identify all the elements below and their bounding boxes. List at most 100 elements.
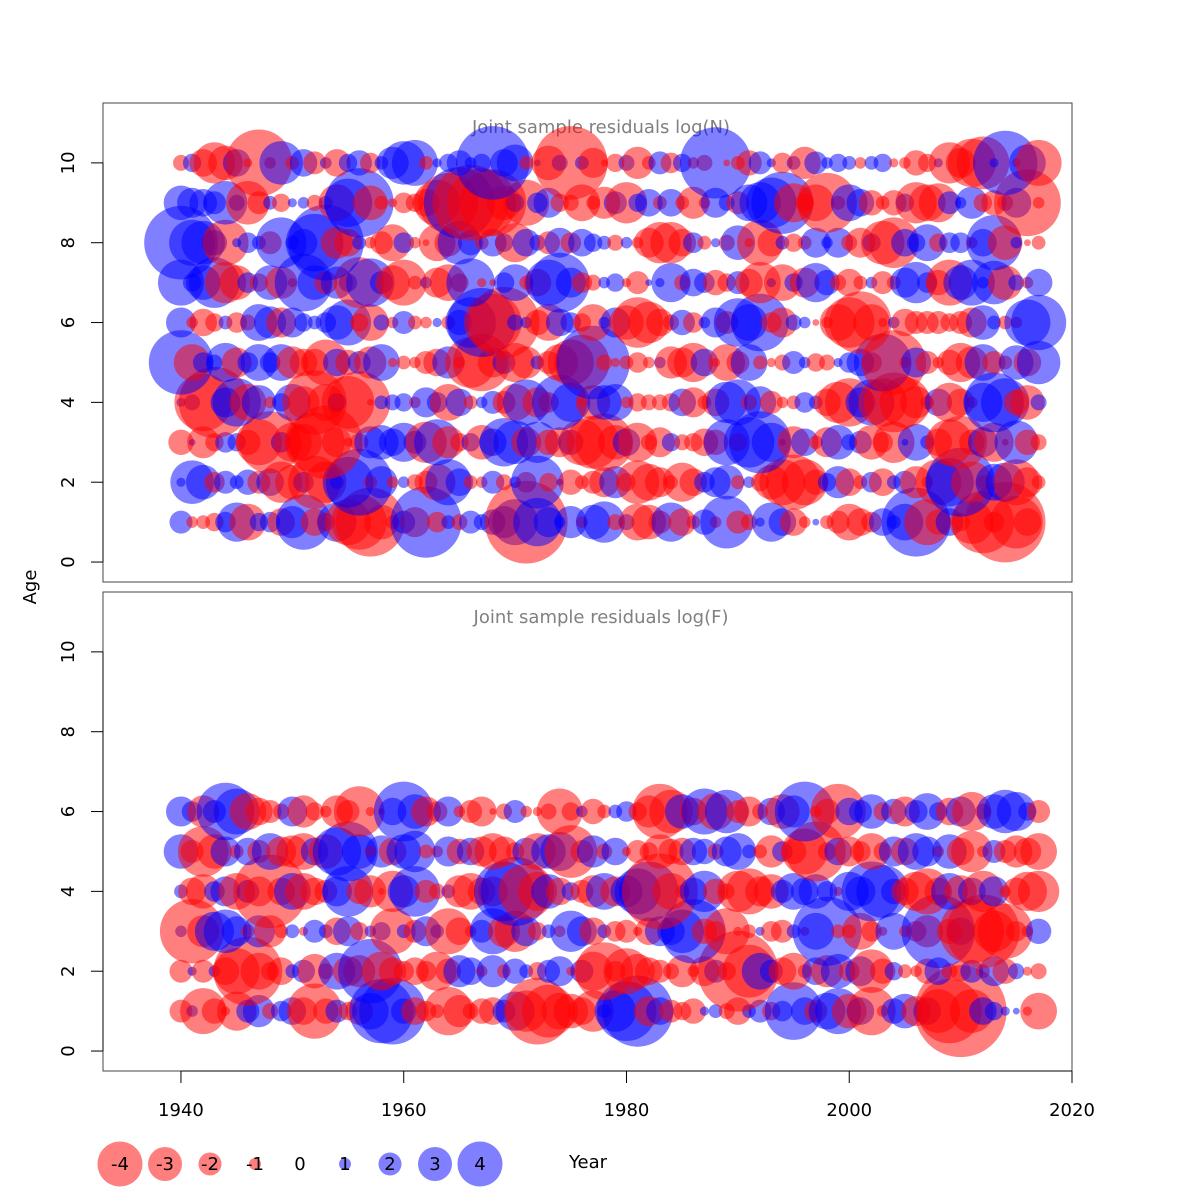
- residual-point: [202, 219, 249, 266]
- residual-point: [820, 425, 856, 460]
- residual-point: [657, 189, 685, 217]
- residual-point: [1030, 394, 1047, 411]
- residual-point: [645, 279, 653, 286]
- residual-point: [651, 263, 691, 303]
- residual-point: [374, 195, 389, 210]
- residual-point: [731, 293, 789, 352]
- y-tick-label-top: 10: [58, 151, 79, 174]
- residual-point: [503, 800, 527, 823]
- y-tick-label-bottom: 0: [58, 1045, 79, 1056]
- residual-point: [520, 805, 532, 818]
- residual-point: [441, 515, 456, 529]
- residual-point: [804, 151, 828, 175]
- residual-point: [792, 896, 862, 966]
- residual-point: [556, 325, 630, 400]
- legend-bubble: [198, 1152, 222, 1176]
- residual-point: [1020, 833, 1057, 870]
- residual-point: [360, 152, 381, 174]
- residual-point: [764, 264, 801, 301]
- residual-point: [800, 227, 831, 258]
- residual-point: [445, 388, 474, 417]
- legend-label: -2: [201, 1154, 219, 1175]
- residual-point: [759, 390, 783, 414]
- residual-point: [574, 304, 612, 341]
- residual-point: [770, 919, 794, 943]
- residual-point: [823, 227, 854, 258]
- residual-point: [391, 139, 438, 186]
- residual-point: [734, 796, 764, 827]
- residual-point: [1013, 508, 1042, 536]
- residual-point: [1000, 1006, 1010, 1016]
- legend-bubble: [418, 1147, 452, 1181]
- residual-point: [776, 396, 789, 409]
- legend-bubble: [148, 1147, 182, 1181]
- residual-point: [784, 233, 803, 252]
- residual-point: [984, 1001, 1004, 1021]
- points-top-panel: [144, 126, 1067, 564]
- residual-point: [607, 234, 624, 251]
- residual-point: [394, 393, 413, 412]
- residual-point: [168, 429, 194, 455]
- residual-point: [828, 153, 848, 173]
- residual-point: [408, 275, 422, 290]
- residual-point: [512, 228, 540, 257]
- residual-point: [1024, 268, 1053, 297]
- legend-bubble: [97, 1141, 143, 1187]
- y-tick-label-bottom: 10: [58, 640, 79, 663]
- residual-point: [873, 153, 892, 173]
- residual-point: [577, 835, 610, 868]
- residual-point: [426, 511, 448, 533]
- residual-point: [466, 796, 497, 827]
- residual-point: [393, 232, 415, 253]
- residual-point: [1010, 385, 1045, 420]
- y-tick-label-bottom: 6: [58, 806, 79, 817]
- residual-point: [369, 908, 416, 955]
- residual-point: [635, 189, 663, 217]
- residual-point: [607, 514, 624, 531]
- legend-bubble: [378, 1152, 402, 1176]
- residual-point: [938, 191, 961, 215]
- residual-point: [606, 273, 625, 292]
- residual-point: [392, 311, 416, 334]
- legend-label: 2: [384, 1154, 395, 1175]
- residual-point: [977, 903, 1033, 959]
- residual-point: [558, 469, 584, 495]
- residual-point: [237, 232, 259, 253]
- residual-point: [214, 470, 237, 494]
- residual-point: [683, 232, 704, 253]
- residual-point: [169, 959, 193, 983]
- residual-point: [429, 883, 446, 900]
- residual-point: [583, 501, 625, 543]
- residual-point: [583, 233, 603, 252]
- residual-point: [274, 924, 289, 939]
- y-axis-bottom: 0 2 4 6 8 10: [58, 640, 104, 1057]
- residual-point: [489, 808, 497, 815]
- residual-point: [757, 228, 786, 257]
- residual-point: [333, 786, 385, 837]
- residual-point: [353, 185, 388, 221]
- residual-point: [668, 508, 696, 536]
- residual-point: [597, 235, 612, 250]
- residual-point: [620, 236, 633, 249]
- residual-point: [610, 357, 620, 368]
- residual-point: [328, 371, 391, 434]
- residual-point: [996, 791, 1036, 832]
- residual-point: [169, 510, 193, 534]
- legend-label: -1: [246, 1154, 264, 1175]
- y-tick-label-top: 8: [58, 237, 79, 248]
- residual-point: [794, 392, 815, 413]
- residual-point: [790, 428, 819, 457]
- legend-label: 1: [339, 1154, 350, 1175]
- residual-point: [374, 395, 389, 410]
- residual-point: [191, 959, 215, 983]
- residual-point: [730, 344, 768, 381]
- residual-point: [433, 796, 464, 827]
- residual-point: [1027, 800, 1051, 823]
- y-tick-label-bottom: 8: [58, 726, 79, 737]
- residual-point: [898, 964, 912, 979]
- y-tick-label-top: 4: [58, 397, 79, 408]
- residual-point: [1030, 434, 1047, 451]
- residual-point: [680, 998, 706, 1024]
- residual-point: [1006, 921, 1027, 942]
- residual-point: [468, 286, 540, 359]
